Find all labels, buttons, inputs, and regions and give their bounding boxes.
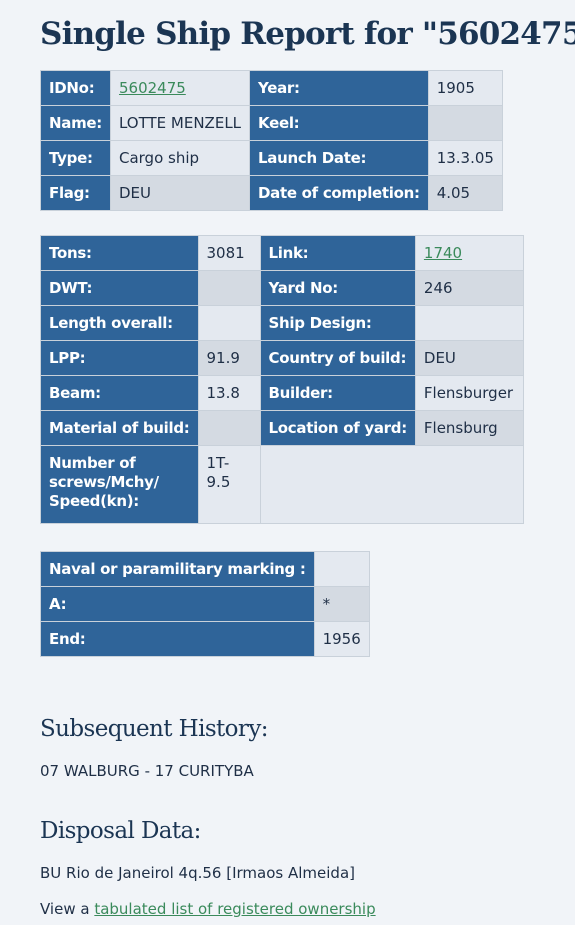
beam-label: Beam:: [40, 375, 199, 411]
table-row: Naval or paramilitary marking :: [40, 551, 370, 587]
table-row: Material of build: Location of yard: Fle…: [40, 410, 524, 446]
flag-value: DEU: [109, 175, 251, 211]
screws-speed-label: Number of screws/Mchy/ Speed(kn):: [40, 445, 199, 524]
table-row: Name: LOTTE MENZELL Keel:: [40, 105, 503, 141]
tons-value: 3081: [197, 235, 261, 271]
table-row: Flag: DEU Date of completion: 4.05: [40, 175, 503, 211]
name-label: Name:: [40, 105, 111, 141]
material-label: Material of build:: [40, 410, 199, 446]
naval-marking-label: Naval or paramilitary marking :: [40, 551, 315, 587]
idno-label: IDNo:: [40, 70, 111, 106]
marking-table: Naval or paramilitary marking : A: * End…: [40, 551, 370, 657]
ownership-line: View a tabulated list of registered owne…: [40, 900, 376, 918]
year-value: 1905: [427, 70, 503, 106]
country-of-build-value: DEU: [414, 340, 524, 376]
dimensions-table: Tons: 3081 Link: 1740 DWT: Yard No: 246 …: [40, 235, 524, 524]
type-value: Cargo ship: [109, 140, 251, 176]
material-value: [197, 410, 261, 446]
disposal-text: BU Rio de Janeirol 4q.56 [Irmaos Almeida…: [40, 864, 355, 882]
builder-label: Builder:: [259, 375, 416, 411]
disposal-heading: Disposal Data:: [40, 818, 201, 844]
related-link[interactable]: 1740: [423, 244, 463, 262]
link-value: 1740: [414, 235, 524, 271]
table-row: Beam: 13.8 Builder: Flensburger: [40, 375, 524, 411]
yard-location-label: Location of yard:: [259, 410, 416, 446]
flag-label: Flag:: [40, 175, 111, 211]
table-row: A: *: [40, 586, 370, 622]
ownership-list-link[interactable]: tabulated list of registered ownership: [94, 900, 376, 918]
builder-value: Flensburger: [414, 375, 524, 411]
history-heading: Subsequent History:: [40, 716, 268, 742]
table-row: Type: Cargo ship Launch Date: 13.3.05: [40, 140, 503, 176]
ship-design-label: Ship Design:: [259, 305, 416, 341]
launch-date-value: 13.3.05: [427, 140, 503, 176]
table-row: LPP: 91.9 Country of build: DEU: [40, 340, 524, 376]
keel-label: Keel:: [249, 105, 429, 141]
yard-no-value: 246: [414, 270, 524, 306]
name-value: LOTTE MENZELL: [109, 105, 251, 141]
end-value: 1956: [313, 621, 370, 657]
completion-date-value: 4.05: [427, 175, 503, 211]
year-label: Year:: [249, 70, 429, 106]
history-text: 07 WALBURG - 17 CURITYBA: [40, 762, 254, 780]
table-row: Number of screws/Mchy/ Speed(kn): 1T-9.5: [40, 445, 524, 524]
launch-date-label: Launch Date:: [249, 140, 429, 176]
dwt-value: [197, 270, 261, 306]
marking-a-value: *: [313, 586, 370, 622]
lpp-value: 91.9: [197, 340, 261, 376]
yard-no-label: Yard No:: [259, 270, 416, 306]
completion-date-label: Date of completion:: [249, 175, 429, 211]
type-label: Type:: [40, 140, 111, 176]
yard-location-value: Flensburg: [414, 410, 524, 446]
basic-info-table: IDNo: 5602475 Year: 1905 Name: LOTTE MEN…: [40, 70, 503, 211]
table-row: DWT: Yard No: 246: [40, 270, 524, 306]
keel-value: [427, 105, 503, 141]
country-of-build-label: Country of build:: [259, 340, 416, 376]
length-overall-label: Length overall:: [40, 305, 199, 341]
idno-link[interactable]: 5602475: [118, 79, 186, 97]
marking-a-label: A:: [40, 586, 315, 622]
page-title: Single Ship Report for "5602475": [40, 16, 575, 52]
naval-marking-value: [313, 551, 370, 587]
ship-design-value: [414, 305, 524, 341]
link-label: Link:: [259, 235, 416, 271]
dwt-label: DWT:: [40, 270, 199, 306]
table-row: IDNo: 5602475 Year: 1905: [40, 70, 503, 106]
lpp-label: LPP:: [40, 340, 199, 376]
table-row: Length overall: Ship Design:: [40, 305, 524, 341]
screws-speed-value: 1T-9.5: [197, 445, 261, 524]
empty-cell: [259, 445, 524, 524]
end-label: End:: [40, 621, 315, 657]
beam-value: 13.8: [197, 375, 261, 411]
tons-label: Tons:: [40, 235, 199, 271]
idno-value: 5602475: [109, 70, 251, 106]
table-row: End: 1956: [40, 621, 370, 657]
ownership-prefix: View a: [40, 900, 95, 918]
length-overall-value: [197, 305, 261, 341]
table-row: Tons: 3081 Link: 1740: [40, 235, 524, 271]
